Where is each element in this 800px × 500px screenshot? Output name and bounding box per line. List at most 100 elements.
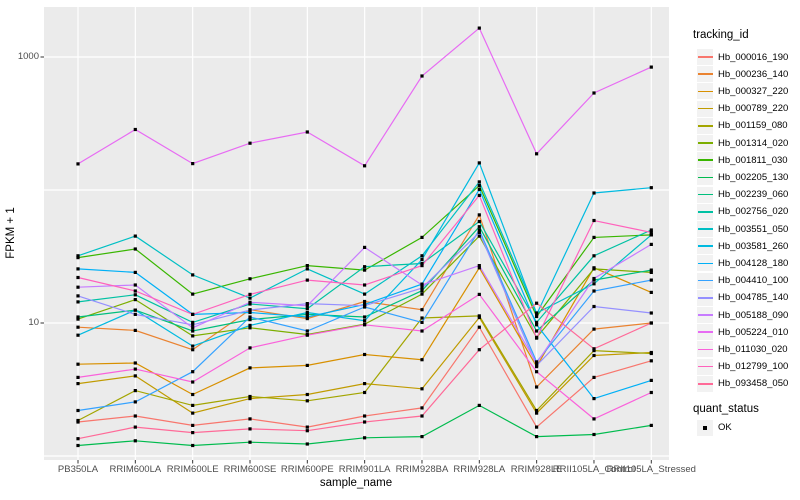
data-point (363, 390, 367, 395)
data-point (76, 294, 80, 298)
data-point (477, 225, 481, 229)
data-point (363, 283, 367, 287)
data-point (133, 389, 137, 393)
data-point (305, 264, 309, 268)
legend-entry: Hb_004128_180 (697, 255, 788, 272)
legend-entry: Hb_004785_140 (697, 289, 788, 306)
data-point (592, 397, 596, 401)
legend-entry: Hb_001314_020 (697, 135, 788, 152)
data-point (248, 397, 252, 401)
data-point (248, 277, 252, 281)
data-point (477, 292, 481, 296)
y-tick-label: 1000 (17, 51, 39, 62)
legend-line-swatch (697, 90, 713, 93)
legend-key (697, 238, 713, 255)
data-point (248, 326, 252, 330)
legend-key (697, 255, 713, 272)
data-point (305, 302, 309, 306)
legend-key (697, 358, 713, 375)
legend-entry: Hb_005188_090 (697, 307, 788, 324)
data-point (477, 264, 481, 268)
data-point (420, 261, 424, 266)
data-point (305, 267, 309, 271)
data-point (305, 429, 309, 433)
data-point (420, 358, 424, 362)
legend-key (697, 135, 713, 151)
y-tick-label: 10 (28, 317, 39, 328)
data-point (191, 312, 195, 316)
data-point (477, 325, 481, 329)
data-point (477, 187, 481, 191)
data-point (535, 363, 539, 367)
legend-key (697, 83, 713, 100)
data-point (191, 348, 195, 352)
legend-key (697, 100, 713, 117)
data-point (76, 362, 80, 366)
data-point (191, 344, 195, 348)
data-point (649, 351, 653, 356)
data-point (248, 315, 252, 319)
data-point (363, 382, 367, 386)
data-point (76, 300, 80, 304)
data-point (592, 254, 596, 258)
legend-title-tracking-id: tracking_id (693, 29, 749, 41)
legend-entry-label: Hb_005188_090 (718, 309, 789, 321)
legend-key (697, 203, 713, 220)
legend-line-swatch (697, 107, 713, 110)
data-point (76, 315, 80, 319)
data-point (76, 443, 80, 448)
legend-line-swatch (697, 142, 713, 144)
data-point (420, 74, 424, 78)
x-tick-label: RRIM928LE (510, 464, 563, 475)
legend-key (697, 419, 713, 436)
data-point (248, 440, 252, 444)
data-point (191, 326, 195, 330)
legend-entry-label: Hb_004410_100 (718, 275, 789, 287)
data-point (477, 219, 481, 224)
legend-entry-label: Hb_000236_140 (718, 68, 789, 80)
legend-line-swatch (697, 297, 713, 299)
legend-line-swatch (697, 73, 713, 75)
data-point (133, 439, 137, 443)
x-tick-label: RRII105LA_Stressed (606, 464, 696, 475)
data-point (535, 411, 539, 415)
legend-line-swatch (697, 383, 713, 385)
legend-entry: Hb_000236_140 (697, 66, 788, 83)
legend-line-swatch (697, 193, 713, 196)
legend-key (697, 169, 713, 186)
legend-entry: Hb_000327_220 (697, 83, 788, 100)
data-point (592, 267, 596, 271)
data-point (191, 329, 195, 333)
data-point (363, 315, 367, 319)
data-point (305, 310, 309, 315)
data-point (420, 292, 424, 296)
data-point (191, 292, 195, 296)
data-point (477, 180, 481, 184)
data-point (363, 164, 367, 168)
x-tick-label: RRIM600LA (109, 464, 162, 475)
data-point (248, 302, 252, 306)
data-point (305, 278, 309, 282)
data-point (649, 311, 653, 315)
data-point (420, 329, 424, 333)
data-point (535, 361, 539, 365)
legend-key (697, 307, 713, 323)
data-point (592, 353, 596, 358)
x-tick-label: RRII105LA_Control (552, 464, 636, 475)
data-point (191, 443, 195, 448)
data-point (477, 348, 481, 352)
data-point (191, 273, 195, 277)
legend-key (697, 186, 713, 203)
legend-entry: Hb_003581_260 (697, 238, 788, 255)
legend-entry: Hb_000789_220 (697, 100, 788, 117)
data-point (76, 375, 80, 379)
data-point (477, 26, 481, 30)
legend-entry-label: Hb_001159_080 (718, 120, 788, 132)
data-point (477, 403, 481, 407)
data-point (248, 296, 252, 300)
legend-line-swatch (697, 125, 713, 127)
data-point (535, 312, 539, 316)
legend-key (697, 272, 713, 289)
data-point (477, 213, 481, 217)
